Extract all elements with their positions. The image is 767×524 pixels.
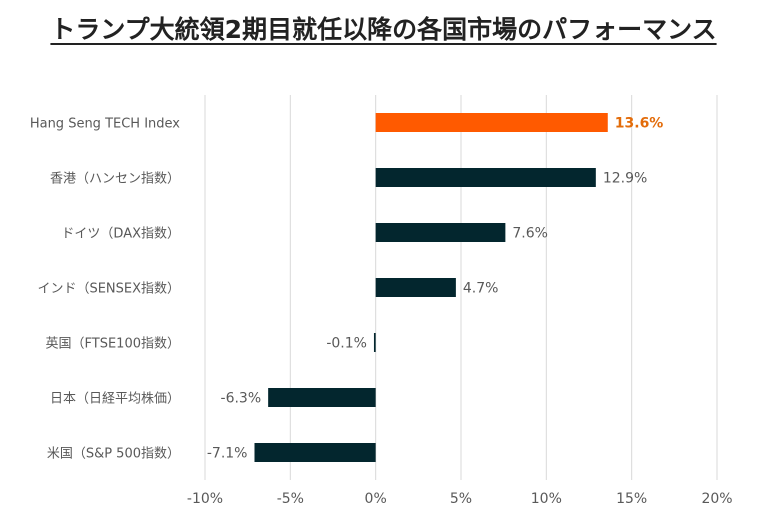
x-tick-label: -10% [187, 491, 223, 507]
data-label: -0.1% [326, 336, 367, 352]
bar [254, 443, 376, 462]
bar [375, 168, 596, 187]
category-label: 香港（ハンセン指数） [50, 172, 180, 187]
category-label: 米国（S&P 500指数） [47, 447, 180, 462]
data-label: 4.7% [463, 281, 499, 297]
bar [375, 223, 506, 242]
data-label: -7.1% [207, 446, 248, 462]
x-tick-label: 15% [616, 491, 647, 507]
data-label: -6.3% [221, 391, 262, 407]
category-label: インド（SENSEX指数） [37, 282, 180, 297]
x-tick-label: 20% [701, 491, 732, 507]
data-label: 12.9% [603, 171, 647, 187]
bar [268, 388, 376, 407]
chart-title: トランプ大統領2期目就任以降の各国市場のパフォーマンス [50, 15, 717, 44]
x-tick-label: 10% [531, 491, 562, 507]
bar [375, 113, 608, 132]
x-tick-label: 5% [450, 491, 472, 507]
category-label: ドイツ（DAX指数） [61, 227, 180, 242]
category-label: Hang Seng TECH Index [30, 117, 180, 132]
x-tick-label: 0% [365, 491, 387, 507]
category-label: 日本（日経平均株価） [50, 392, 180, 407]
data-label: 13.6% [615, 116, 664, 132]
x-tick-label: -5% [277, 491, 304, 507]
data-label: 7.6% [512, 226, 548, 242]
category-label: 英国（FTSE100指数） [46, 337, 180, 352]
bar [375, 278, 456, 297]
bar [373, 333, 376, 352]
